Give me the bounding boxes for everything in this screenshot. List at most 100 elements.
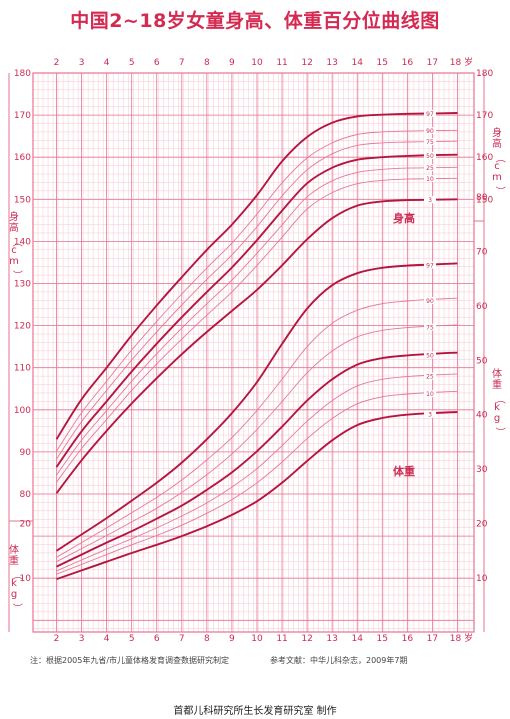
svg-text:）: ） <box>11 603 23 613</box>
plot-frame <box>32 72 475 633</box>
height-percentile-label-p3: 3 <box>428 197 432 204</box>
x-tick-label-top-end: 18 岁 <box>450 56 473 68</box>
x-tick-label-top: 14 <box>351 58 363 68</box>
height-percentile-label-p75: 75 <box>426 139 434 146</box>
svg-text:c: c <box>494 161 500 172</box>
height-label-bg-p50 <box>424 151 436 159</box>
x-tick-label-bottom: 8 <box>204 634 210 644</box>
weight-curve-p3 <box>56 411 458 580</box>
height-label-bg-p90 <box>424 127 436 135</box>
side-scales <box>8 73 485 632</box>
weight-percentile-label-p50: 50 <box>426 352 434 359</box>
height-y-tick-left: 160 <box>14 153 31 163</box>
height-y-tick-right: 170 <box>476 111 493 121</box>
svg-text:）: ） <box>494 186 506 196</box>
height-y-tick-left: 110 <box>14 364 31 374</box>
height-y-tick-right: 180 <box>476 69 493 79</box>
weight-label-bg-p3 <box>424 410 436 418</box>
height-label-bg-p25 <box>424 164 436 172</box>
svg-text:g: g <box>11 589 17 600</box>
x-tick-label-bottom: 9 <box>229 634 235 644</box>
weight-axis-title-left: 体重 （kg ） <box>9 544 23 613</box>
x-tick-label-top: 8 <box>204 58 210 68</box>
x-tick-label-top: 2 <box>54 58 60 68</box>
height-y-tick-left: 140 <box>14 237 31 247</box>
height-y-tick-left: 150 <box>14 195 31 205</box>
weight-y-tick-right: 60 <box>476 302 488 312</box>
weight-section-label: 体重 <box>393 464 415 478</box>
weight-y-tick-right: 50 <box>476 356 488 366</box>
weight-label-bg-p50 <box>424 351 436 359</box>
svg-text:（: （ <box>11 570 23 580</box>
height-y-tick-left: 80 <box>20 490 32 500</box>
weight-percentile-label-p75: 75 <box>426 325 434 332</box>
x-tick-label-top: 11 <box>276 58 287 68</box>
height-axis-title-right: 身高 （cm ） <box>492 126 506 196</box>
weight-percentile-label-p3: 3 <box>428 412 432 419</box>
x-tick-label-bottom: 15 <box>377 634 388 644</box>
weight-curve-p10 <box>56 390 458 575</box>
height-percentile-label-p25: 25 <box>426 165 434 172</box>
chart-title: 中国2~18岁女童身高、体重百分位曲线图 <box>70 10 440 32</box>
weight-percentile-label-p10: 10 <box>426 391 434 398</box>
svg-text:体: 体 <box>492 368 502 380</box>
x-tick-label-bottom: 17 <box>427 634 438 644</box>
height-y-tick-right: 160 <box>476 153 493 163</box>
svg-text:）: ） <box>494 427 506 437</box>
svg-text:高: 高 <box>492 137 502 150</box>
svg-text:（: （ <box>494 394 506 404</box>
height-percentile-label-p97: 97 <box>426 111 434 118</box>
svg-text:k: k <box>494 402 500 413</box>
svg-text:体: 体 <box>9 544 19 556</box>
svg-text:身: 身 <box>9 210 19 223</box>
x-tick-label-bottom-end: 18 岁 <box>450 632 473 644</box>
x-tick-label-bottom: 6 <box>154 634 160 644</box>
height-label-bg-p97 <box>424 109 436 117</box>
weight-percentile-label-p97: 97 <box>426 263 434 270</box>
x-tick-label-bottom: 11 <box>276 634 287 644</box>
weight-curve-p50 <box>56 351 458 568</box>
x-tick-label-top: 7 <box>179 58 185 68</box>
svg-text:g: g <box>494 413 500 424</box>
height-y-tick-left: 120 <box>14 322 31 332</box>
height-label-bg-p3 <box>424 196 436 204</box>
height-y-labels: 80 90 100 110 120 130 140 150 150 160 160 170 170 180… <box>14 69 494 500</box>
x-tick-label-top: 13 <box>326 58 337 68</box>
weight-curve-p75 <box>56 324 458 563</box>
grid <box>32 72 475 632</box>
weight-label-bg-p10 <box>424 390 436 398</box>
height-y-tick-left: 100 <box>14 406 31 416</box>
svg-text:重: 重 <box>9 554 19 567</box>
x-tick-label-bottom: 10 <box>251 634 263 644</box>
x-tick-label-bottom: 16 <box>402 634 414 644</box>
svg-text:（: （ <box>494 153 506 163</box>
height-percentile-label-p50: 50 <box>426 153 434 160</box>
maker-credit: 首都儿科研究所生长发育研究室 制作 <box>173 706 337 717</box>
svg-text:k: k <box>11 578 17 589</box>
x-tick-label-top: 10 <box>251 58 263 68</box>
height-axis-title-left: 身高 （cm ） <box>9 210 23 280</box>
data-source-note: 注：根据2005年九省/市儿童体格发育调查数据研究制定 <box>30 656 230 665</box>
height-curve-p10 <box>56 177 458 483</box>
weight-y-tick-right: 20 <box>476 520 488 530</box>
height-curve-p90 <box>56 129 458 452</box>
svg-text:c: c <box>11 245 17 256</box>
svg-text:（: （ <box>11 237 23 247</box>
height-percentile-label-p10: 10 <box>426 176 434 183</box>
weight-y-tick-right: 40 <box>476 411 488 421</box>
weight-curves: 97 90 75 50 25 10 3 <box>55 261 458 580</box>
weight-y-labels: 10 10 20 20 30 40 50 60 70 80 <box>20 193 488 584</box>
x-tick-label-top: 9 <box>229 58 235 68</box>
x-tick-label-top: 6 <box>154 58 160 68</box>
height-section-label: 身高 <box>393 211 415 225</box>
height-label-bg-p75 <box>424 138 436 146</box>
x-tick-label-top: 12 <box>301 58 312 68</box>
x-tick-label-top: 3 <box>79 58 85 68</box>
height-curve-p25 <box>56 166 458 476</box>
height-percentile-label-p90: 90 <box>426 128 434 135</box>
weight-label-bg-p97 <box>424 261 436 269</box>
x-tick-label-top: 17 <box>427 58 438 68</box>
svg-text:高: 高 <box>9 221 19 234</box>
weight-label-bg-p75 <box>424 323 436 331</box>
